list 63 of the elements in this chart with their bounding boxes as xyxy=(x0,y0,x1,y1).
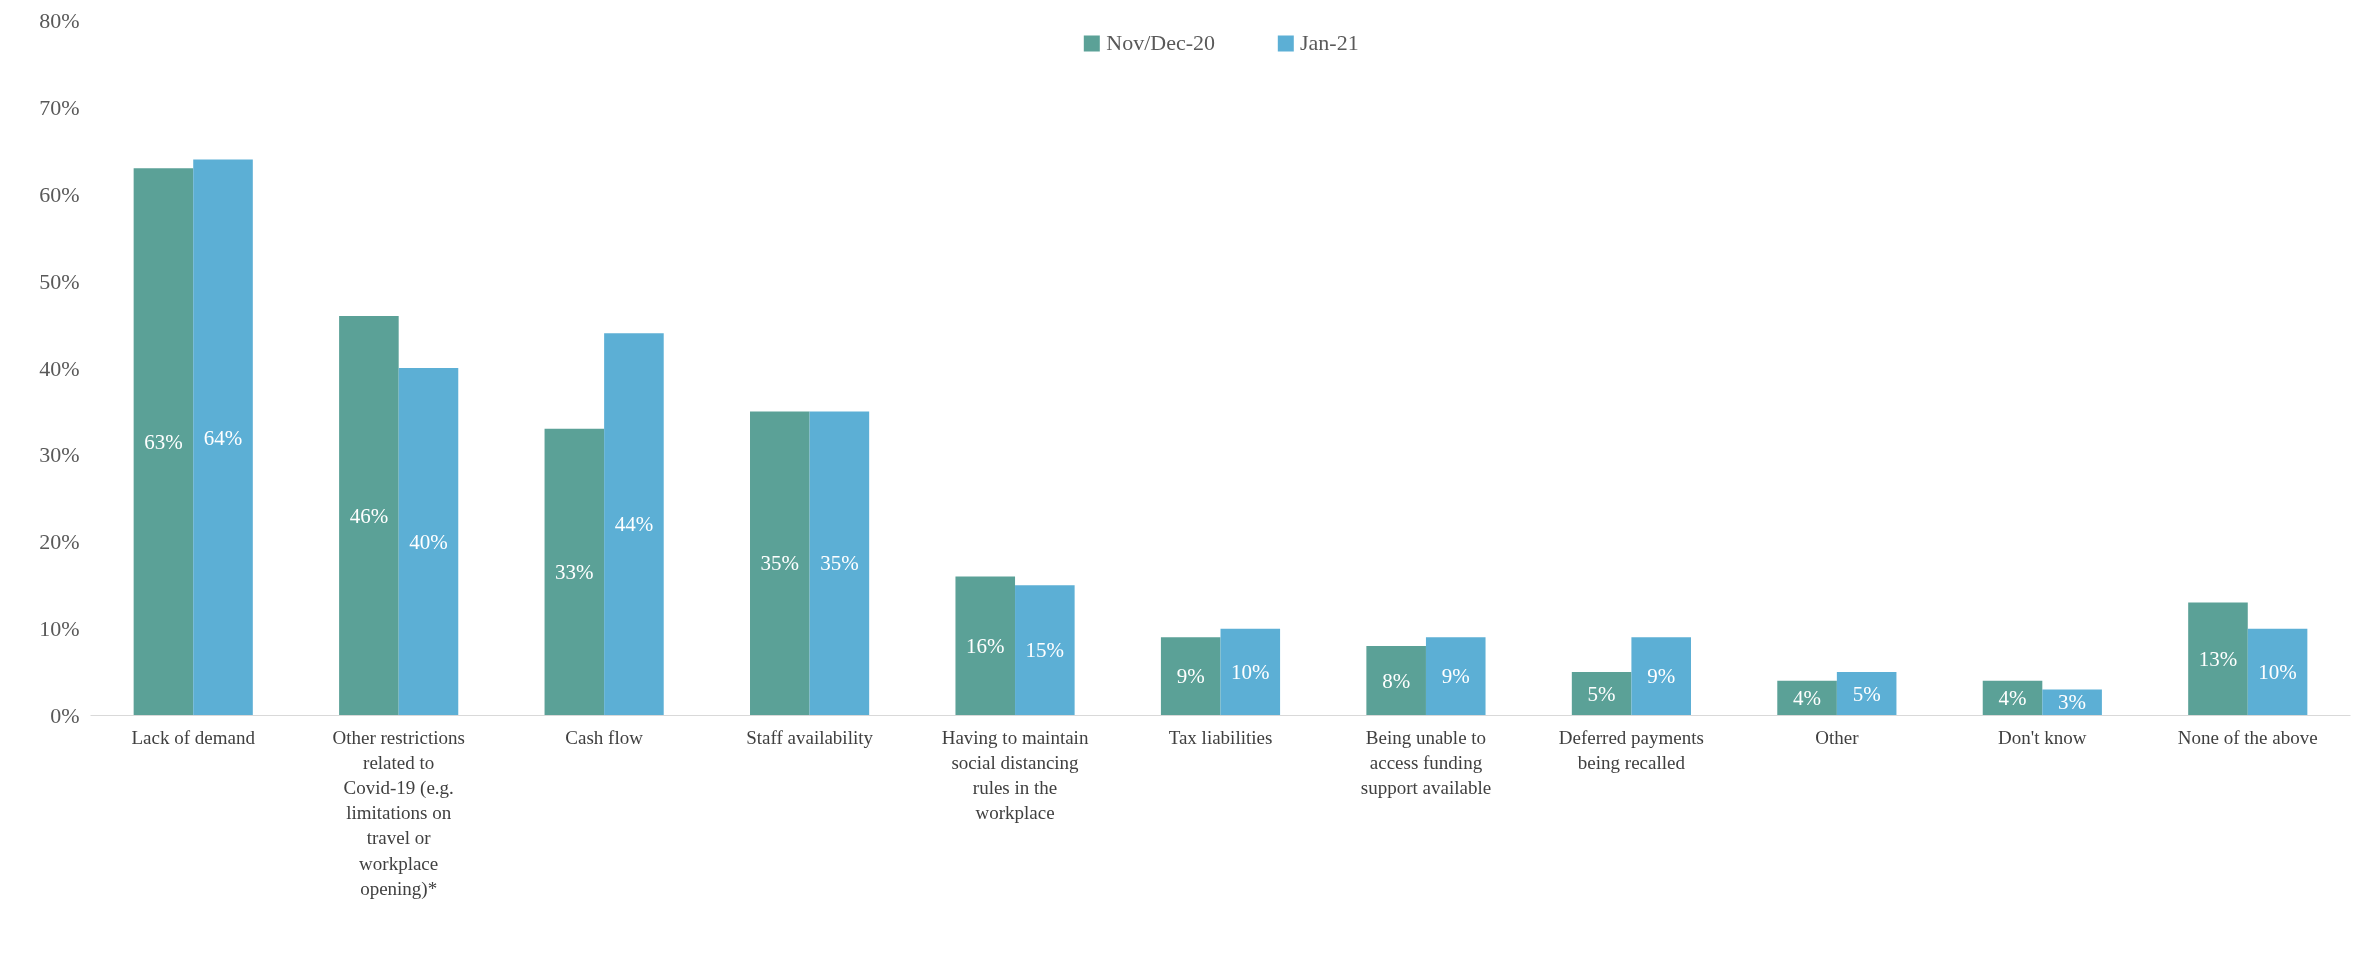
data-label: 64% xyxy=(203,425,243,450)
bar xyxy=(339,315,399,716)
data-label: 46% xyxy=(349,503,389,528)
x-tick-label: Other xyxy=(1815,726,1860,748)
bar xyxy=(398,368,459,716)
bar xyxy=(2247,628,2308,716)
bar xyxy=(1366,646,1426,716)
data-label: 10% xyxy=(2258,660,2297,685)
data-label: 15% xyxy=(1025,638,1065,663)
bar xyxy=(1220,628,1281,716)
data-label: 4% xyxy=(1998,686,2027,711)
x-tick-label: Staff availability xyxy=(746,726,874,748)
data-label: 63% xyxy=(144,429,183,454)
x-tick-label: Deferred payments being recalled xyxy=(1558,726,1704,773)
bar xyxy=(955,576,1016,716)
y-tick-label: 40% xyxy=(39,355,80,381)
bar xyxy=(750,411,810,716)
bar xyxy=(1631,637,1691,716)
y-tick-label: 10% xyxy=(39,616,80,642)
y-tick-label: 70% xyxy=(39,94,80,120)
bar xyxy=(809,411,870,716)
bar xyxy=(1425,637,1486,716)
data-label: 4% xyxy=(1793,686,1822,711)
bar xyxy=(1160,637,1221,716)
legend-label: Jan-21 xyxy=(1300,30,1359,56)
x-tick-label: Lack of demand xyxy=(131,726,256,748)
bar xyxy=(193,159,253,716)
x-tick-label: None of the above xyxy=(2177,726,2318,748)
data-label: 9% xyxy=(1647,664,1676,689)
y-tick-label: 0% xyxy=(50,703,80,728)
data-label: 9% xyxy=(1441,664,1470,689)
data-label: 44% xyxy=(614,512,654,537)
data-label: 35% xyxy=(760,551,800,576)
x-tick-label: Being unable to access funding support available xyxy=(1360,726,1492,798)
data-label: 13% xyxy=(2198,647,2238,672)
data-label: 16% xyxy=(966,634,1005,658)
y-tick-label: 50% xyxy=(39,268,80,294)
bar xyxy=(1571,672,1632,716)
bar xyxy=(1015,585,1075,716)
data-label: 40% xyxy=(409,529,448,554)
data-label: 5% xyxy=(1852,681,1881,706)
y-tick-label: 20% xyxy=(39,529,80,555)
y-tick-label: 30% xyxy=(39,442,80,468)
x-tick-label: Having to maintain social distancing rules in the workplace xyxy=(941,726,1089,824)
bar xyxy=(133,168,194,716)
bar xyxy=(1836,672,1897,716)
x-tick-label: Tax liabilities xyxy=(1168,726,1273,748)
y-tick-label: 60% xyxy=(39,181,80,207)
y-tick-label: 80% xyxy=(39,8,80,33)
bar xyxy=(544,428,605,716)
bar xyxy=(604,333,664,716)
x-tick-label: Cash flow xyxy=(565,726,644,748)
x-tick-label: Don't know xyxy=(1998,726,2087,748)
data-label: 5% xyxy=(1587,681,1616,706)
bar xyxy=(2188,602,2248,716)
data-label: 35% xyxy=(820,551,859,576)
data-label: 33% xyxy=(555,560,594,585)
data-label: 9% xyxy=(1176,664,1205,689)
x-tick-label: Other restrictions related to Covid-19 (e.g. limitations on travel or workplace opening)* xyxy=(332,726,465,900)
legend-label: Nov/Dec-20 xyxy=(1106,30,1216,56)
data-label: 10% xyxy=(1231,660,1270,685)
data-label: 3% xyxy=(2058,690,2087,715)
data-label: 8% xyxy=(1382,668,1411,693)
